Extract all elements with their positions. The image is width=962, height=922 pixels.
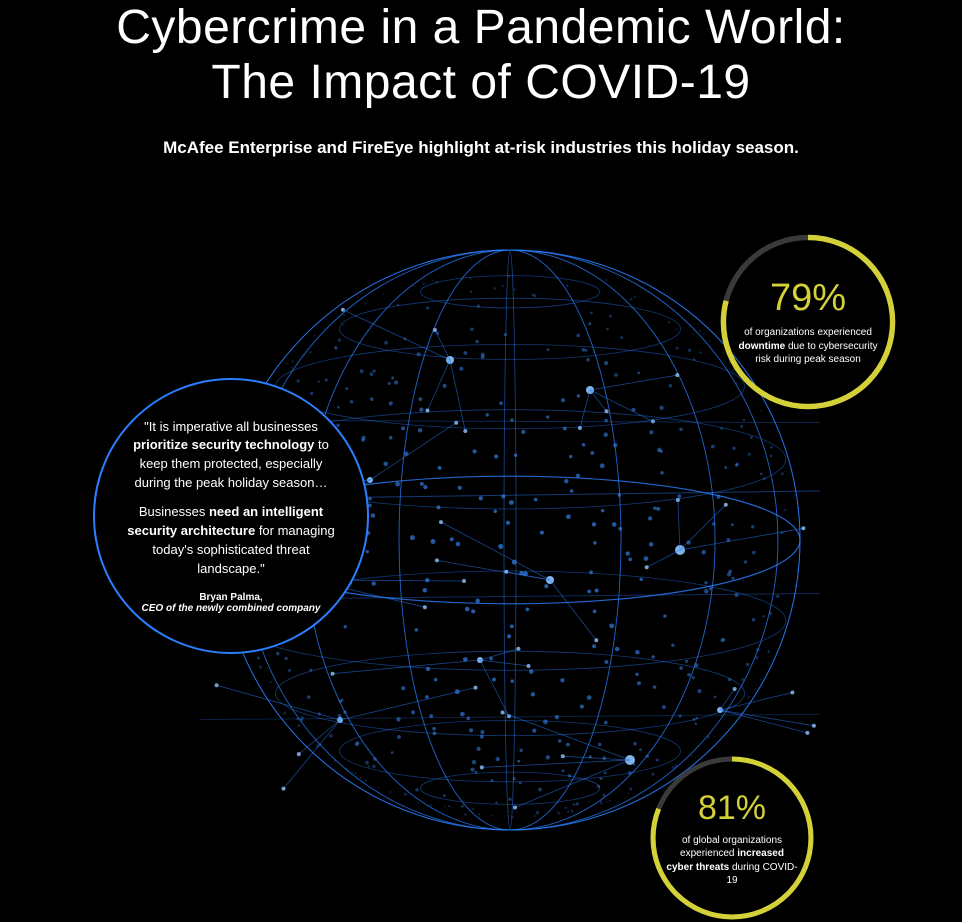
quote-p2-pre: Businesses: [139, 504, 209, 519]
quote-p1-pre: "It is imperative all businesses: [144, 419, 318, 434]
header: Cybercrime in a Pandemic World: The Impa…: [0, 0, 962, 158]
stat-threats: 81% of global organizations experienced …: [648, 754, 816, 922]
stat-ring-1: [718, 232, 898, 412]
stat-ring-2: [648, 754, 816, 922]
quote-text: "It is imperative all businesses priorit…: [123, 418, 339, 579]
page-subtitle: McAfee Enterprise and FireEye highlight …: [0, 138, 962, 158]
quote-circle: "It is imperative all businesses priorit…: [93, 378, 369, 654]
title-line-2: The Impact of COVID-19: [211, 56, 750, 109]
stat-downtime: 79% of organizations experienced downtim…: [718, 232, 898, 412]
quote-role: CEO of the newly combined company: [142, 603, 321, 614]
quote-p1-bold: prioritize security technology: [133, 437, 314, 452]
title-line-1: Cybercrime in a Pandemic World:: [116, 1, 846, 54]
page-title: Cybercrime in a Pandemic World: The Impa…: [0, 0, 962, 110]
quote-author: Bryan Palma,: [199, 592, 262, 603]
